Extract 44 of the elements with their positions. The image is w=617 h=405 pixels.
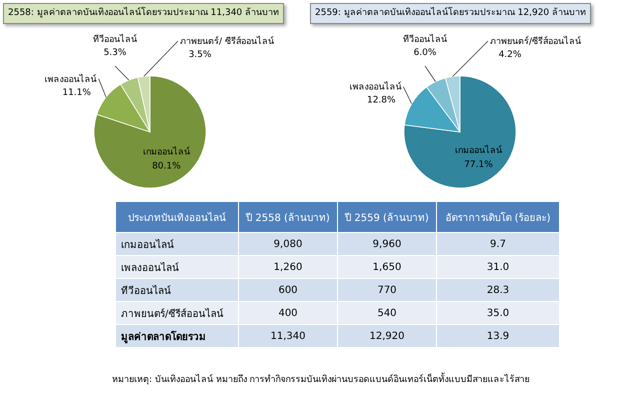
data-label: 1,650 [338,256,436,278]
series-label: อัตราการเติบโต (ร้อยละ) [436,202,560,232]
slice-label: ภาพยนตร์/ ซีรีส์ออนไลน์ [180,35,274,47]
text: ประเภทบันเทิงออนไลน์ [116,202,238,232]
data-label: 35.0 [436,302,560,324]
slice-label: เกมออนไลน์ [455,144,502,156]
chart-title: 2558: มูลค่าตลาดบันเทิงออนไลน์โดยรวมประมาณ 11,340 ล้านบาท [3,3,284,24]
series-label: ปี 2558 (ล้านบาท) [238,202,338,232]
slice-label: เกมออนไลน์ [142,146,190,158]
data-label: 600 [238,278,338,302]
data-label: 11.1% [62,88,92,98]
data-label: 11,340 [238,324,338,348]
data-label: 13.9 [436,324,560,348]
slice-label: ทีวีออนไลน์ [403,33,447,45]
data-label: 9,080 [238,232,338,256]
data-label: 9.7 [436,232,560,256]
pie-slice [404,76,516,188]
data-label: 5.3% [104,48,127,58]
data-label: 28.3 [436,278,560,302]
chart-title: 2559: มูลค่าตลาดบันเทิงออนไลน์โดยรวมประมาณ 12,920 ล้านบาท [310,3,592,24]
slice-label: ภาพยนตร์/ซีรีส์ออนไลน์ [490,35,582,47]
data-label: 12,920 [338,324,436,348]
data-label: 540 [338,302,436,324]
data-label: 31.0 [436,256,560,278]
data-label: 80.1% [152,162,182,172]
data-label: 77.1% [464,160,494,170]
category-label: ภาพยนตร์/ซีรีส์ออนไลน์ [116,302,238,324]
slice-label: ทีวีออนไลน์ [93,33,137,45]
data-label: 3.5% [188,50,212,60]
data-label: 4.2% [498,50,522,60]
category-label: ทีวีออนไลน์ [116,278,238,302]
category-label: เพลงออนไลน์ [116,256,238,278]
data-label: 770 [338,278,436,302]
slice-label: เพลงออนไลน์ [44,72,97,85]
data-label: 9,960 [338,232,436,256]
data-label: 12.8% [366,96,396,106]
data-label: 1,260 [238,256,338,278]
category-label: เกมออนไลน์ [116,232,238,256]
text: หมายเหตุ: บันเทิงออนไลน์ หมายถึง การทำกิจกรรมบันเทิงผ่านบรอดแบนด์อินเทอร์เน็ตทั้งแบบมีสายและไร้สาย [112,372,531,386]
series-label: ปี 2559 (ล้านบาท) [338,202,436,232]
data-label: 6.0% [414,48,437,58]
category-label: มูลค่าตลาดโดยรวม [116,324,238,348]
data-label: 400 [238,302,338,324]
slice-label: เพลงออนไลน์ [349,80,402,93]
